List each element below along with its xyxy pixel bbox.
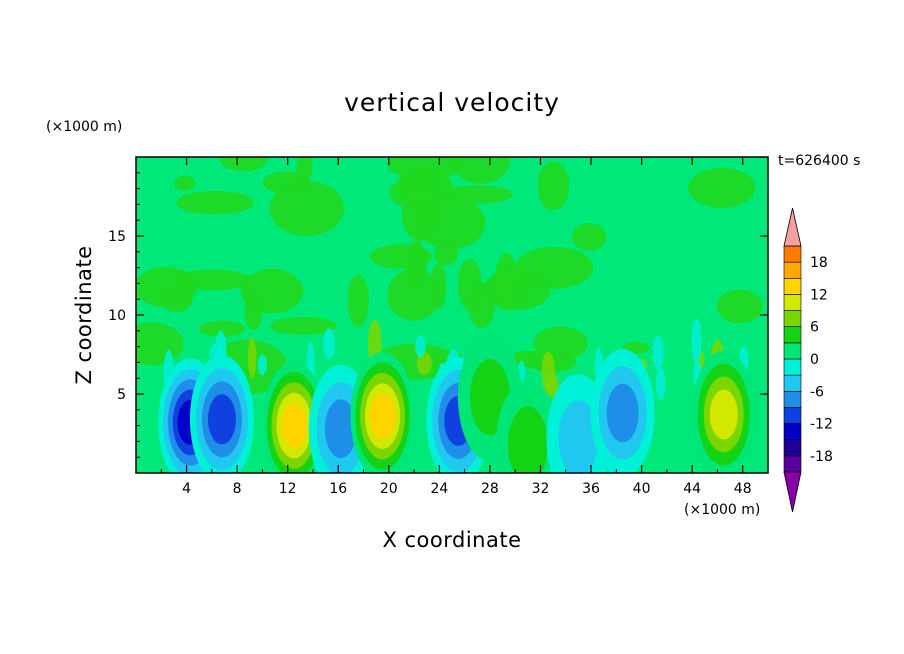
colorbar-max-extension — [783, 207, 802, 247]
colorbar-band — [783, 294, 802, 311]
time-label: t=626400 s — [778, 153, 861, 169]
colorbar-band — [783, 374, 802, 392]
turbulence-streak — [323, 328, 336, 360]
turbulence-streak — [652, 335, 664, 371]
colorbar-band — [783, 455, 802, 473]
vortex-contour-2 — [281, 403, 307, 448]
weak-updraft-patch — [160, 287, 193, 313]
y-tick-label: 10 — [108, 308, 126, 324]
vortex-contour-8 — [558, 400, 599, 473]
colorbar-tick-label: 18 — [810, 255, 828, 271]
x-tick-label: 40 — [633, 481, 651, 497]
x-tick-label: 8 — [233, 481, 242, 497]
vortex-contour-4 — [369, 393, 396, 439]
vortex-contour-10 — [709, 389, 738, 440]
vortex-contour-3 — [324, 399, 357, 459]
colorbar-band — [783, 277, 802, 295]
weak-updraft-patch — [173, 175, 196, 191]
colorbar-tick-label: 0 — [810, 352, 819, 368]
turbulence-streak — [415, 335, 426, 358]
turbulence-streak — [691, 318, 702, 365]
vortex-contour-9 — [606, 383, 639, 443]
weak-updraft-patch — [450, 157, 511, 184]
colorbar-band — [783, 326, 802, 344]
weak-updraft-patch — [296, 157, 313, 181]
weak-updraft-patch — [537, 161, 570, 211]
x-tick-label: 24 — [430, 481, 448, 497]
turbulence-streak — [416, 351, 432, 375]
y-tick-label: 5 — [117, 387, 126, 403]
x-tick-label: 4 — [182, 481, 191, 497]
weak-updraft-patch — [387, 157, 464, 180]
x-tick-label: 44 — [683, 481, 701, 497]
vortex-contour-1 — [207, 394, 236, 445]
colorbar-band — [783, 261, 802, 279]
turbulence-streak — [248, 337, 257, 378]
weak-updraft-patch — [688, 167, 756, 208]
colorbar-band — [783, 439, 802, 457]
turbulence-streak — [546, 373, 559, 398]
weak-updraft-patch — [457, 259, 482, 311]
colorbar-tick-label: -18 — [810, 449, 833, 465]
colorbar-band — [783, 310, 802, 328]
weak-updraft-patch — [508, 350, 553, 368]
weak-updraft-patch — [370, 244, 432, 269]
weak-updraft-patch — [220, 157, 267, 172]
y-tick-label: 15 — [108, 229, 126, 245]
colorbar-tick-label: 12 — [810, 287, 828, 303]
colorbar-band — [783, 245, 802, 263]
y-axis-unit: (×1000 m) — [46, 119, 123, 135]
colorbar-band — [783, 342, 802, 360]
colorbar-band — [783, 407, 802, 424]
colorbar-band — [783, 423, 802, 441]
x-axis-unit: (×1000 m) — [684, 502, 761, 518]
weak-updraft-patch — [387, 268, 441, 321]
x-tick-label: 20 — [380, 481, 398, 497]
colorbar-band — [783, 390, 802, 408]
x-tick-label: 16 — [329, 481, 347, 497]
weak-updraft-patch — [572, 222, 607, 251]
weak-updraft-patch — [495, 252, 518, 309]
turbulence-streak — [655, 368, 666, 400]
vortex-contour-7 — [507, 406, 548, 473]
weak-updraft-patch — [515, 246, 594, 289]
weak-updraft-patch — [198, 320, 246, 337]
weak-updraft-patch — [415, 196, 486, 249]
colorbar-min-extension — [783, 471, 802, 513]
colorbar-tick-label: -6 — [810, 384, 824, 400]
weak-updraft-patch — [533, 326, 588, 360]
weak-updraft-patch — [347, 274, 369, 328]
x-tick-label: 48 — [734, 481, 752, 497]
colorbar-tick-label: -12 — [810, 417, 833, 433]
weak-updraft-patch — [244, 291, 263, 331]
x-tick-label: 28 — [481, 481, 499, 497]
weak-updraft-patch — [176, 190, 254, 215]
x-tick-label: 36 — [582, 481, 600, 497]
colorbar-tick-label: 6 — [810, 320, 819, 336]
colorbar: 18 12 6 0 -6 -12 -18 — [783, 207, 833, 513]
x-tick-label: 12 — [279, 481, 297, 497]
weak-updraft-patch — [716, 289, 763, 324]
chart-title: vertical velocity — [344, 88, 560, 117]
x-tick-label: 32 — [532, 481, 550, 497]
weak-updraft-patch — [269, 316, 337, 335]
weak-updraft-patch — [136, 322, 184, 366]
weak-updraft-patch — [269, 181, 345, 236]
turbulence-streak — [257, 354, 268, 376]
x-axis-label: X coordinate — [382, 528, 522, 552]
colorbar-band — [783, 358, 802, 376]
